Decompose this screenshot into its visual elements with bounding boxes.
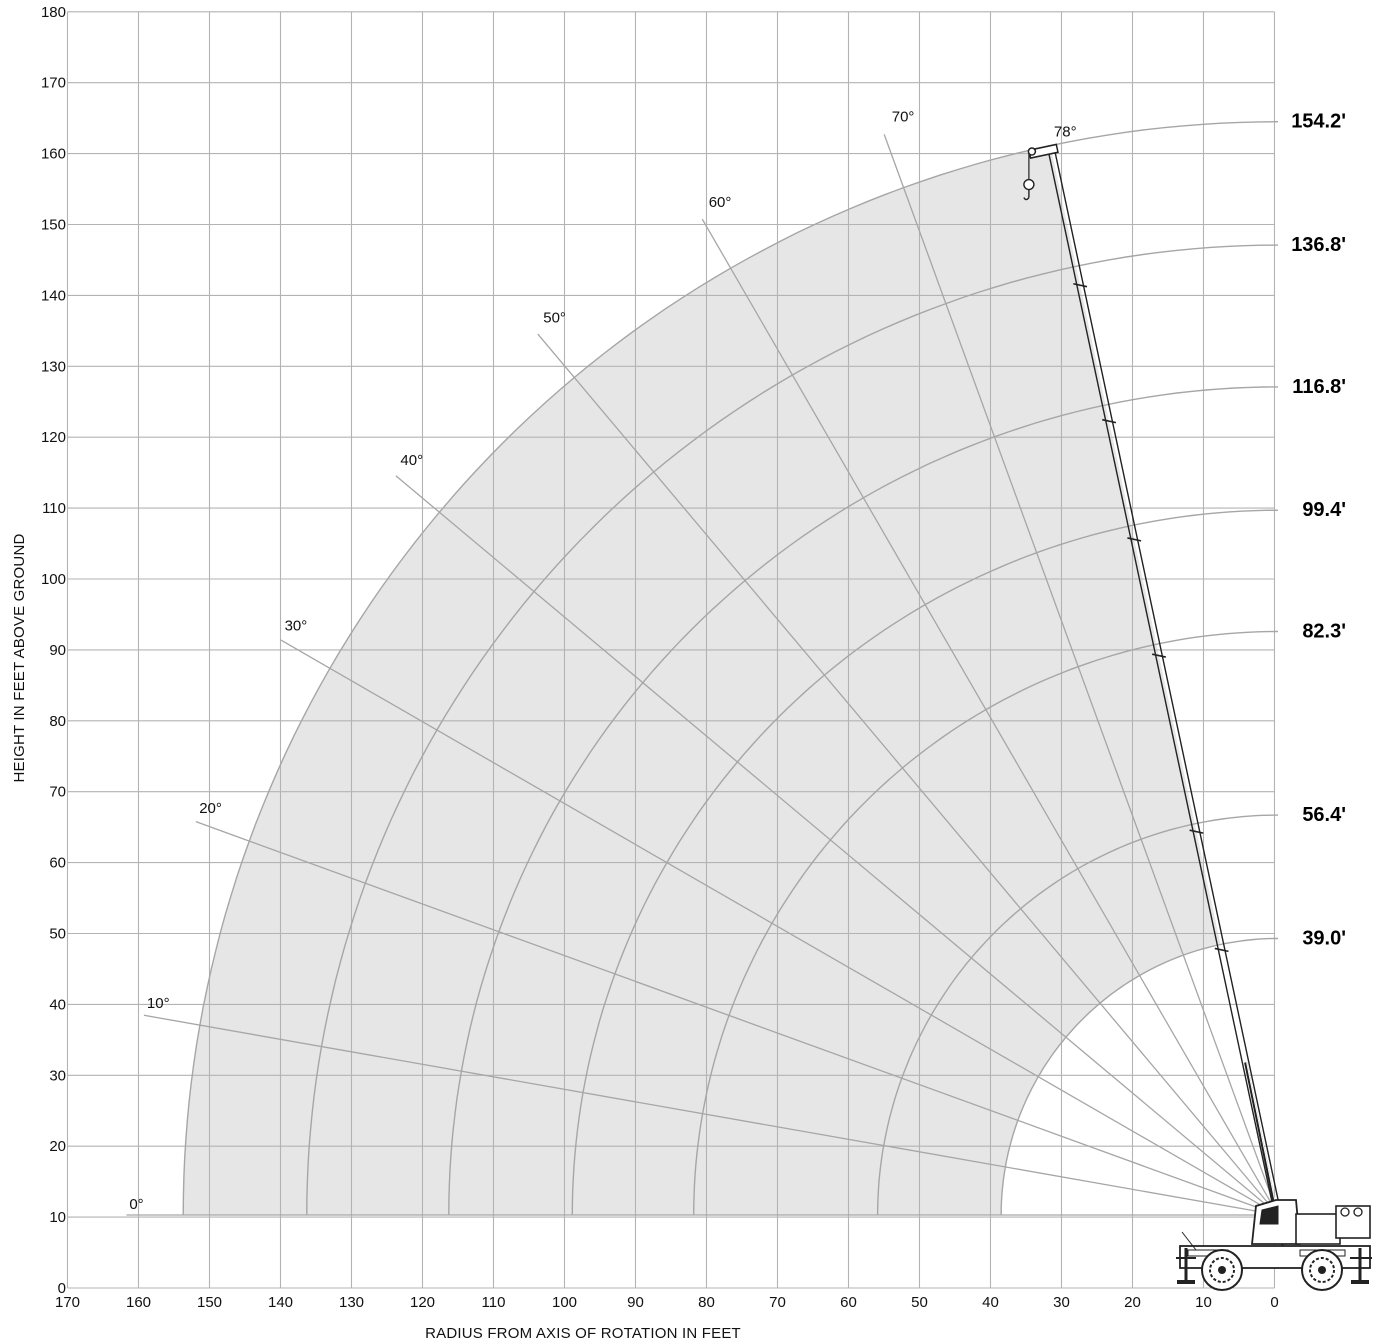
x-tick-label: 100 [552,1294,577,1311]
winch-drum [1353,1207,1363,1217]
superstructure [1295,1213,1341,1245]
boom-section-joint [1102,418,1117,424]
y-axis-title: HEIGHT IN FEET ABOVE GROUND [11,533,28,782]
y-tick-label: 10 [49,1209,66,1226]
y-tick-label: 180 [41,4,66,21]
boom-angle-line [143,1014,1265,1214]
boom-angle-line [195,821,1265,1211]
wheel-axle [1318,1266,1326,1274]
x-tick-label: 80 [698,1294,715,1311]
boom-length-arcs [182,121,1279,1216]
cab-window [1259,1205,1279,1225]
hook-block [1023,178,1035,191]
x-tick-label: 60 [840,1294,857,1311]
winch-drum [1340,1207,1350,1217]
boom-rail [1054,153,1286,1230]
boom-length-arc [182,121,1279,1216]
y-tick-label: 100 [41,571,66,588]
boom-length-label: 82.3' [1302,620,1346,642]
boom-section-joint [1214,947,1229,953]
boom-section-joint [1073,282,1088,288]
y-tick-label: 130 [41,358,66,375]
x-axis-title: RADIUS FROM AXIS OF ROTATION IN FEET [425,1325,741,1342]
boom-angle-label: 70° [892,109,915,126]
front-rail [1181,1231,1197,1251]
boom-angle-line [280,639,1267,1209]
labels: 154.2' 136.8' 116.8' 99.4' 82.3' 56.4' 39.0' 0°… [129,109,1346,1213]
y-tick-label: 0 [58,1280,66,1297]
boom-length-label: 136.8' [1291,234,1346,256]
boom-length-arc [693,630,1279,1216]
boom-angle-lines [126,134,1274,1216]
y-tick-label: 20 [49,1138,66,1155]
boom-section-joint [1127,537,1142,542]
boom-length-label: 116.8' [1292,376,1346,398]
x-tick-label: 20 [1124,1294,1141,1311]
boom-angle-line [883,134,1274,1202]
outrigger-pad [1177,1280,1195,1284]
boom-angle-line [537,333,1270,1205]
x-tick-label: 70 [769,1294,786,1311]
grid [66,11,1276,1289]
x-tick-label: 140 [268,1294,293,1311]
boom-length-arc [448,386,1279,1216]
working-range-envelope [183,145,1221,1216]
boom-angle-label: 20° [199,800,222,817]
x-tick-label: 0 [1270,1294,1278,1311]
boom-angle-label: 0° [129,1196,143,1213]
x-tick-label: 150 [197,1294,222,1311]
y-tick-label: 140 [41,287,66,304]
boom-rail [1047,151,1279,1229]
boom-length-arc [1000,937,1278,1215]
boom-angle-line [701,218,1272,1204]
boom-length-label: 56.4' [1302,804,1346,826]
y-tick-label: 80 [49,713,66,730]
y-tick-label: 40 [49,996,66,1013]
x-tick-label: 50 [911,1294,928,1311]
boom-length-arc [571,509,1279,1216]
y-tick-label: 170 [41,75,66,92]
x-tick-label: 110 [482,1294,506,1311]
x-tick-label: 90 [627,1294,644,1311]
boom-section-joint [1189,829,1204,834]
boom-length-label: 154.2' [1291,111,1346,133]
boom-angle-label: 78° [1054,124,1077,141]
x-tick-label: 170 [55,1294,80,1311]
y-tick-label: 90 [49,642,66,659]
y-tick-label: 160 [41,146,66,163]
sheave [1027,147,1037,156]
x-tick-label: 10 [1195,1294,1212,1311]
boom-angle-label: 40° [400,452,423,469]
x-tick-label: 130 [339,1294,364,1311]
boom-angle-label: 50° [543,310,566,327]
envelope-area [183,145,1221,1216]
boom-length-label: 39.0' [1302,927,1346,949]
y-tick-label: 150 [41,217,66,234]
y-tick-label: 50 [49,926,66,943]
boom-angle-label: 30° [285,617,308,634]
y-tick-label: 70 [49,784,66,801]
x-tick-label: 120 [410,1294,435,1311]
boom-angle-label: 60° [709,194,732,211]
hook [1023,189,1030,201]
boom-length-arc [306,244,1279,1216]
x-tick-label: 40 [982,1294,999,1311]
y-tick-label: 120 [41,429,66,446]
boom-angle-label: 10° [147,995,170,1012]
x-tick-label: 30 [1053,1294,1070,1311]
y-tick-label: 30 [49,1067,66,1084]
axis-ticks: 170 160 150 140 130 120 110 100 90 80 70 60 50 40 30 20… [41,4,1279,1311]
outrigger-pad [1351,1280,1369,1284]
x-tick-label: 160 [126,1294,151,1311]
boom-length-arc [876,814,1279,1216]
y-tick-label: 60 [49,855,66,872]
y-tick-label: 110 [42,500,66,517]
crane-icon [1023,143,1372,1291]
boom-section-joint [1151,653,1167,658]
boom-length-label: 99.4' [1302,499,1346,521]
wheel-axle [1218,1266,1226,1274]
boom-angle-line [395,475,1268,1207]
